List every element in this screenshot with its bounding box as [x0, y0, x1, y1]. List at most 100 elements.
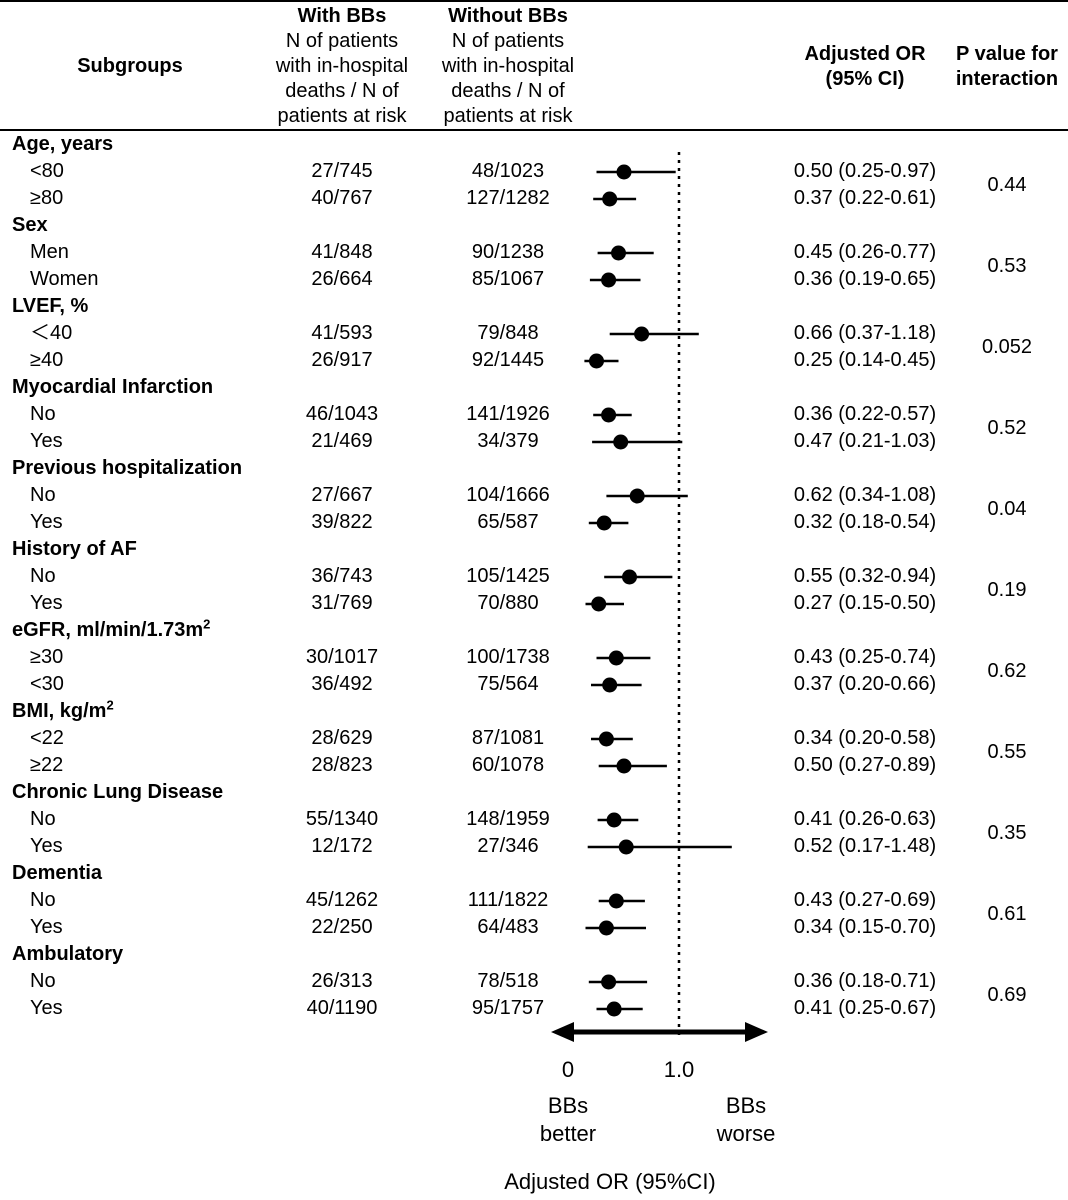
adjusted-or-value: 0.62 (0.34-1.08): [793, 484, 937, 506]
p-interaction-value: 0.53: [987, 255, 1027, 277]
bbs-better-line2: better: [539, 1121, 597, 1146]
with-bbs-value: 45/1262: [305, 889, 379, 911]
with-bbs-value: 40/1190: [306, 997, 378, 1019]
with-bbs-value: 12/172: [311, 835, 373, 857]
p-interaction-value: 0.052: [981, 336, 1033, 358]
adjusted-or-value: 0.52 (0.17-1.48): [793, 835, 937, 857]
adjusted-or-value: 0.25 (0.14-0.45): [793, 349, 937, 371]
header-with-bbs: With BBs N of patients with in-hospital …: [262, 4, 422, 129]
adjusted-or-value: 0.36 (0.19-0.65): [793, 268, 937, 290]
with-bbs-value: 40/767: [311, 187, 373, 209]
without-bbs-value: 64/483: [477, 916, 539, 938]
adjusted-or-value: 0.36 (0.18-0.71): [793, 970, 937, 992]
or-point: [598, 731, 614, 747]
subgroup-label: ≥22: [30, 754, 64, 776]
header-subgroups: Subgroups: [77, 55, 183, 77]
bbs-better-line1: BBs: [547, 1093, 589, 1118]
group-label: Age, years: [12, 133, 114, 155]
subgroup-label: Yes: [30, 592, 63, 614]
adjusted-or-value: 0.36 (0.22-0.57): [793, 403, 937, 425]
subgroup-label: ≥30: [30, 646, 64, 668]
header-with-line3: deaths / N of: [285, 80, 399, 102]
header-without-line4: patients at risk: [443, 105, 573, 127]
group-label-superscript: 2: [203, 616, 211, 632]
header-without-title: Without BBs: [448, 5, 568, 27]
subgroup-label: <22: [30, 727, 64, 749]
p-interaction-value: 0.44: [987, 174, 1027, 196]
x-axis-title: Adjusted OR (95%CI): [504, 1169, 716, 1194]
p-interaction-value: 0.69: [987, 984, 1027, 1006]
header-without-bbs: Without BBs N of patients with in-hospit…: [424, 4, 592, 129]
adjusted-or-value: 0.66 (0.37-1.18): [793, 322, 937, 344]
axis-arrow-left-head: [551, 1022, 574, 1042]
without-bbs-value: 105/1425: [466, 565, 550, 587]
group-label: History of AF: [12, 538, 137, 560]
or-point: [629, 488, 645, 504]
or-point: [608, 893, 624, 909]
header-rule: [0, 129, 1068, 131]
group-label: eGFR, ml/min/1.73m2: [12, 616, 211, 642]
bbs-worse-label: BBs worse: [696, 1092, 796, 1148]
with-bbs-value: 41/848: [311, 241, 373, 263]
p-interaction-value: 0.61: [987, 903, 1027, 925]
subgroup-label: <30: [30, 673, 64, 695]
without-bbs-value: 27/346: [477, 835, 539, 857]
p-interaction-value: 0.19: [987, 579, 1027, 601]
adjusted-or-value: 0.45 (0.26-0.77): [793, 241, 937, 263]
without-bbs-value: 92/1445: [471, 349, 545, 371]
without-bbs-value: 65/587: [477, 511, 539, 533]
adjusted-or-value: 0.27 (0.15-0.50): [793, 592, 937, 614]
with-bbs-value: 39/822: [311, 511, 373, 533]
bbs-worse-line2: worse: [716, 1121, 776, 1146]
without-bbs-value: 75/564: [477, 673, 539, 695]
with-bbs-value: 26/313: [311, 970, 373, 992]
top-rule: [0, 0, 1068, 2]
header-with-line4: patients at risk: [277, 105, 407, 127]
group-label: Sex: [12, 214, 48, 236]
or-point: [611, 245, 626, 261]
subgroup-label: Yes: [30, 916, 63, 938]
subgroup-label: Men: [30, 241, 69, 263]
adjusted-or-value: 0.32 (0.18-0.54): [793, 511, 937, 533]
with-bbs-value: 36/743: [311, 565, 373, 587]
or-point: [602, 677, 618, 693]
group-label: Ambulatory: [12, 943, 124, 965]
or-point: [601, 974, 617, 990]
p-interaction-value: 0.55: [987, 741, 1027, 763]
without-bbs-value: 100/1738: [466, 646, 550, 668]
with-bbs-value: 26/664: [311, 268, 373, 290]
adjusted-or-value: 0.37 (0.22-0.61): [793, 187, 937, 209]
with-bbs-value: 28/629: [311, 727, 373, 749]
with-bbs-value: 27/745: [311, 160, 373, 182]
subgroup-label: No: [30, 970, 56, 992]
subgroup-label: No: [30, 403, 56, 425]
with-bbs-value: 28/823: [311, 754, 373, 776]
without-bbs-value: 148/1959: [466, 808, 550, 830]
without-bbs-value: 90/1238: [471, 241, 545, 263]
bbs-better-label: BBs better: [518, 1092, 618, 1148]
with-bbs-value: 36/492: [311, 673, 373, 695]
adjusted-or-value: 0.50 (0.25-0.97): [793, 160, 937, 182]
header-p-line1: P value for: [956, 43, 1058, 65]
adjusted-or-value: 0.34 (0.15-0.70): [793, 916, 937, 938]
p-interaction-value: 0.62: [987, 660, 1027, 682]
without-bbs-value: 141/1926: [466, 403, 550, 425]
group-label: Myocardial Infarction: [12, 376, 214, 398]
subgroup-label: ≥80: [30, 187, 64, 209]
without-bbs-value: 104/1666: [466, 484, 550, 506]
adjusted-or-value: 0.55 (0.32-0.94): [793, 565, 937, 587]
or-point: [601, 407, 617, 423]
with-bbs-value: 31/769: [311, 592, 373, 614]
subgroup-label: ＜40: [30, 322, 73, 344]
adjusted-or-value: 0.41 (0.26-0.63): [793, 808, 937, 830]
group-label: Dementia: [12, 862, 103, 884]
subgroup-label: Women: [30, 268, 99, 290]
subgroup-label: Yes: [30, 835, 63, 857]
subgroup-label: <80: [30, 160, 64, 182]
without-bbs-value: 85/1067: [471, 268, 545, 290]
subgroup-label: No: [30, 565, 56, 587]
header-with-title: With BBs: [297, 5, 387, 27]
or-point: [606, 812, 622, 828]
with-bbs-value: 55/1340: [305, 808, 379, 830]
with-bbs-value: 30/1017: [305, 646, 379, 668]
